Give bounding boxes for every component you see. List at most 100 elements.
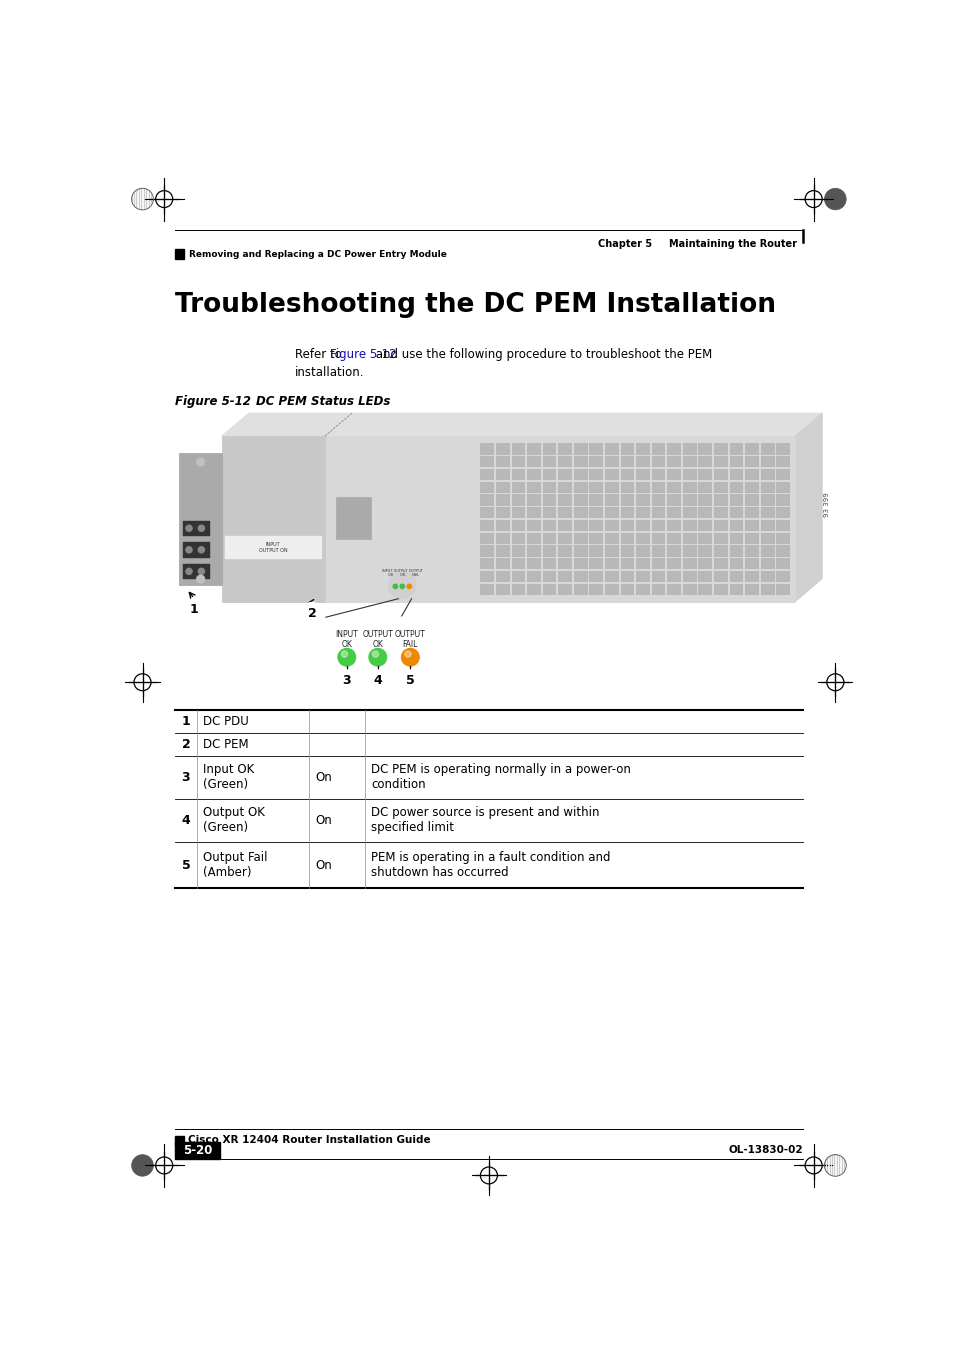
- Bar: [744, 584, 759, 594]
- Bar: [589, 507, 602, 519]
- Bar: [604, 481, 618, 493]
- Bar: [496, 481, 509, 493]
- Bar: [604, 584, 618, 594]
- Bar: [542, 494, 556, 505]
- Text: OL-13830-02: OL-13830-02: [727, 1146, 802, 1155]
- Bar: [511, 443, 525, 454]
- Bar: [589, 532, 602, 544]
- Text: 5-20: 5-20: [183, 1143, 212, 1156]
- Bar: [776, 584, 789, 594]
- Bar: [542, 558, 556, 570]
- Text: 2: 2: [181, 738, 190, 751]
- Bar: [713, 584, 727, 594]
- Bar: [496, 494, 509, 505]
- Bar: [511, 469, 525, 480]
- Bar: [682, 494, 696, 505]
- Text: Chapter 5     Maintaining the Router: Chapter 5 Maintaining the Router: [597, 239, 796, 249]
- Bar: [682, 481, 696, 493]
- Bar: [480, 520, 494, 531]
- Bar: [698, 457, 712, 467]
- Bar: [480, 443, 494, 454]
- Bar: [496, 469, 509, 480]
- Bar: [651, 571, 665, 582]
- Bar: [744, 520, 759, 531]
- Bar: [542, 443, 556, 454]
- Bar: [729, 494, 742, 505]
- Bar: [636, 520, 649, 531]
- Bar: [667, 571, 680, 582]
- Bar: [682, 443, 696, 454]
- Circle shape: [337, 648, 355, 666]
- Bar: [183, 542, 210, 558]
- Bar: [496, 546, 509, 557]
- Bar: [527, 469, 540, 480]
- Bar: [174, 1142, 220, 1159]
- Text: 4: 4: [181, 813, 190, 827]
- Bar: [221, 436, 324, 601]
- Bar: [480, 532, 494, 544]
- Circle shape: [367, 670, 388, 690]
- Text: FAIL: FAIL: [402, 640, 417, 648]
- Circle shape: [196, 574, 205, 584]
- Bar: [651, 469, 665, 480]
- Bar: [667, 558, 680, 570]
- Bar: [667, 469, 680, 480]
- Bar: [480, 469, 494, 480]
- Bar: [221, 436, 794, 601]
- Bar: [480, 494, 494, 505]
- Bar: [760, 457, 774, 467]
- Bar: [713, 507, 727, 519]
- Bar: [527, 457, 540, 467]
- Bar: [527, 532, 540, 544]
- Bar: [744, 443, 759, 454]
- Bar: [636, 558, 649, 570]
- Bar: [620, 571, 634, 582]
- Bar: [496, 532, 509, 544]
- Bar: [667, 584, 680, 594]
- Bar: [496, 443, 509, 454]
- Bar: [589, 546, 602, 557]
- Bar: [574, 532, 587, 544]
- Bar: [527, 571, 540, 582]
- Bar: [604, 532, 618, 544]
- Text: 3: 3: [342, 674, 351, 686]
- Bar: [511, 546, 525, 557]
- Bar: [760, 507, 774, 519]
- Bar: [496, 457, 509, 467]
- Bar: [760, 584, 774, 594]
- Bar: [651, 457, 665, 467]
- Circle shape: [404, 651, 411, 657]
- Bar: [574, 507, 587, 519]
- Bar: [776, 457, 789, 467]
- Bar: [760, 532, 774, 544]
- Bar: [667, 494, 680, 505]
- Bar: [511, 457, 525, 467]
- Bar: [667, 532, 680, 544]
- Bar: [698, 532, 712, 544]
- Bar: [729, 571, 742, 582]
- Bar: [604, 443, 618, 454]
- Bar: [558, 546, 572, 557]
- Bar: [336, 497, 371, 539]
- Bar: [558, 469, 572, 480]
- Circle shape: [186, 547, 192, 553]
- Bar: [729, 481, 742, 493]
- Bar: [589, 520, 602, 531]
- Text: 93 399: 93 399: [823, 492, 830, 516]
- Bar: [636, 532, 649, 544]
- Bar: [542, 520, 556, 531]
- Text: DC PEM: DC PEM: [203, 738, 249, 751]
- Text: OUTPUT: OUTPUT: [362, 630, 393, 639]
- Polygon shape: [794, 413, 821, 601]
- Circle shape: [369, 648, 386, 666]
- Bar: [574, 494, 587, 505]
- Bar: [682, 469, 696, 480]
- Bar: [760, 443, 774, 454]
- Bar: [542, 532, 556, 544]
- Bar: [174, 1136, 183, 1146]
- Bar: [511, 520, 525, 531]
- Bar: [589, 558, 602, 570]
- Bar: [713, 443, 727, 454]
- Bar: [760, 546, 774, 557]
- Bar: [682, 532, 696, 544]
